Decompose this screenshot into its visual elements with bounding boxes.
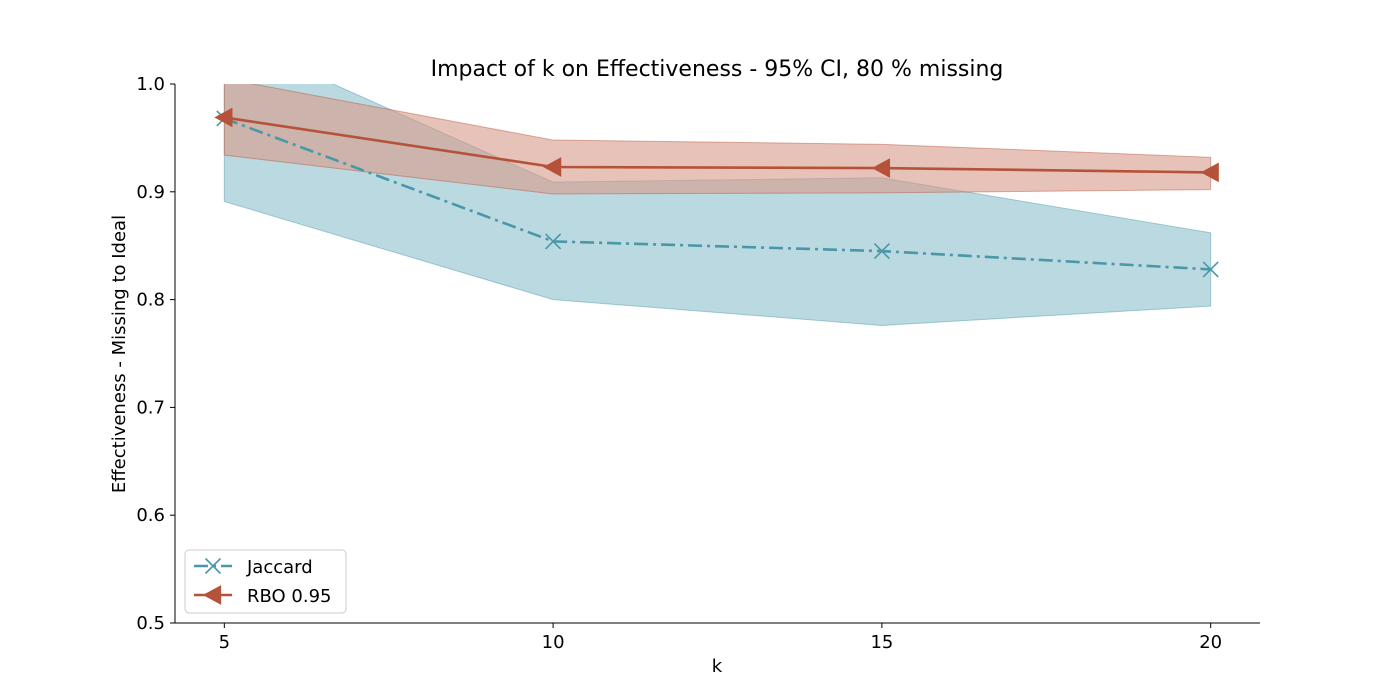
data-point-rbo-0-95 <box>543 157 562 177</box>
chart-title: Impact of k on Effectiveness - 95% CI, 8… <box>431 57 1004 82</box>
y-axis-label: Effectiveness - Missing to Ideal <box>109 215 130 493</box>
y-tick-label: 0.6 <box>136 505 165 526</box>
data-point-jaccard <box>545 233 562 250</box>
data-point-rbo-0-95 <box>871 158 891 178</box>
series-line-jaccard <box>223 117 1211 271</box>
y-tick-label: 0.9 <box>136 182 165 203</box>
tick-labels: 5 10 15 20 0.5 0.6 0.7 0.8 0.9 1.0 <box>136 74 1222 653</box>
data-point-rbo-0-95 <box>1200 162 1219 183</box>
y-tick-label: 0.8 <box>136 290 165 311</box>
legend: Jaccard RBO 0.95 <box>184 549 347 614</box>
series-line-rbo-0-95 <box>224 116 1211 174</box>
axes <box>170 83 1260 628</box>
x-tick-label: 10 <box>542 632 565 653</box>
x-axis-label: k <box>712 656 723 677</box>
legend-label-jaccard: Jaccard <box>246 557 313 578</box>
y-tick-label: 0.5 <box>136 613 165 634</box>
x-tick-label: 5 <box>219 632 230 653</box>
legend-marker-jaccard <box>204 557 222 575</box>
data-point-jaccard <box>1202 261 1219 278</box>
x-tick-label: 15 <box>870 632 893 653</box>
confidence-bands <box>223 84 1212 326</box>
data-point-rbo-0-95 <box>214 107 233 128</box>
y-tick-label: 0.7 <box>136 397 165 418</box>
x-tick-label: 20 <box>1199 632 1222 653</box>
y-tick-label: 1.0 <box>136 74 165 95</box>
data-point-jaccard <box>873 243 890 260</box>
ci-band-rbo-0-95 <box>223 84 1212 195</box>
series-lines <box>214 107 1219 278</box>
legend-marker-rbo-0-95 <box>202 585 222 605</box>
legend-label-rbo-0-95: RBO 0.95 <box>247 586 332 607</box>
